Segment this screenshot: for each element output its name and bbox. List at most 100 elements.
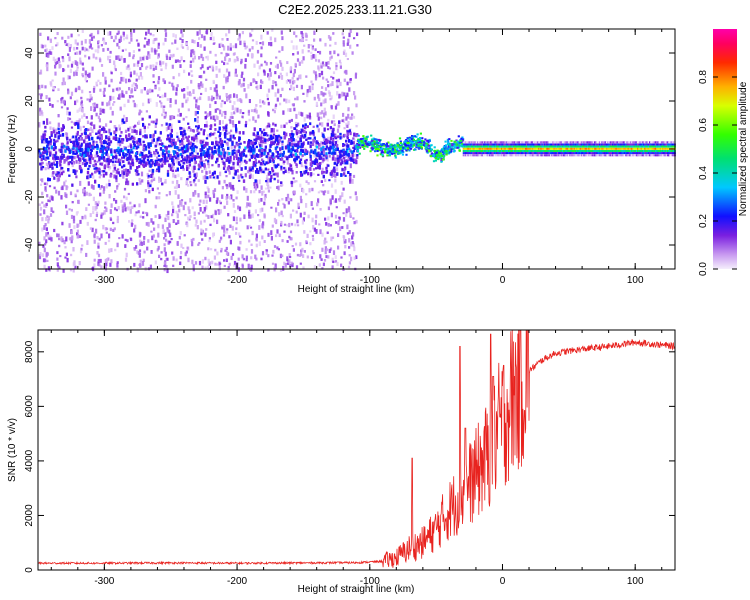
heatmap-cell (107, 55, 110, 61)
heatmap-cell (312, 125, 315, 128)
heatmap-cell (346, 135, 349, 138)
heatmap-cell (160, 257, 163, 261)
heatmap-cell (272, 128, 275, 133)
heatmap-cell (223, 74, 226, 78)
heatmap-cell (159, 131, 162, 135)
heatmap-cell (103, 87, 106, 92)
heatmap-cell (109, 95, 112, 101)
heatmap-cell (130, 88, 134, 93)
heatmap-cell (321, 232, 324, 237)
heatmap-cell (101, 108, 105, 114)
heatmap-cell (348, 246, 351, 249)
heatmap-cell (107, 148, 110, 151)
heatmap-cell (273, 177, 276, 181)
heatmap-cell (348, 139, 351, 143)
heatmap-cell (124, 244, 127, 248)
heatmap-cell (217, 145, 221, 150)
heatmap-cell (265, 155, 268, 158)
heatmap-cell (169, 104, 172, 108)
heatmap-cell (218, 239, 221, 243)
heatmap-cell (89, 160, 92, 165)
heatmap-cell (87, 146, 90, 150)
heatmap-cell (209, 134, 212, 138)
heatmap-cell (51, 46, 54, 50)
heatmap-cell (48, 162, 51, 165)
heatmap-cell (99, 139, 102, 144)
heatmap-cell (186, 86, 189, 90)
heatmap-cell (221, 160, 224, 163)
heatmap-cell (244, 58, 247, 63)
heatmap-cell (187, 206, 190, 211)
heatmap-cell (197, 193, 200, 198)
heatmap-cell (274, 81, 277, 84)
heatmap-cell (313, 161, 316, 165)
heatmap-cell (329, 56, 332, 61)
heatmap-cell (61, 36, 64, 40)
heatmap-cell (287, 79, 290, 82)
heatmap-cell (112, 137, 115, 140)
heatmap-cell (327, 66, 330, 69)
heatmap-cell (225, 231, 228, 234)
heatmap-cell (91, 47, 94, 50)
heatmap-cell (271, 159, 274, 162)
heatmap-cell (335, 66, 338, 71)
heatmap-cell (203, 46, 206, 51)
heatmap-cell (335, 79, 338, 83)
heatmap-cell (319, 208, 322, 211)
heatmap-cell (264, 140, 267, 144)
heatmap-cell (95, 167, 98, 170)
heatmap-cell (50, 133, 53, 137)
heatmap-cell (342, 187, 345, 191)
heatmap-cell (246, 170, 250, 174)
heatmap-cell (197, 97, 200, 101)
heatmap-cell (236, 161, 239, 166)
heatmap-cell (248, 215, 251, 219)
heatmap-cell (241, 115, 244, 118)
heatmap-cell (123, 195, 126, 199)
heatmap-cell (142, 56, 145, 61)
heatmap-cell (177, 173, 180, 178)
heatmap-cell (239, 240, 242, 245)
heatmap-cell (56, 262, 59, 266)
heatmap-cell (205, 56, 208, 59)
heatmap-cell (116, 263, 119, 268)
heatmap-cell (275, 164, 279, 168)
heatmap-cell (206, 154, 209, 158)
heatmap-cell (271, 167, 274, 171)
heatmap-cell (150, 163, 153, 167)
heatmap-cell (238, 120, 241, 124)
heatmap-cell (62, 125, 65, 129)
heatmap-cell (307, 137, 310, 140)
heatmap-cell (53, 142, 56, 146)
heatmap-cell (332, 260, 335, 264)
heatmap-cell (205, 199, 208, 204)
heatmap-cell (233, 137, 236, 140)
heatmap-cell (45, 182, 49, 186)
heatmap-cell (347, 121, 350, 126)
heatmap-cell (60, 146, 63, 149)
heatmap-cell (312, 70, 316, 74)
heatmap-cell (49, 121, 52, 125)
heatmap-cell (244, 45, 247, 50)
heatmap-cell (325, 61, 328, 67)
heatmap-cell (320, 258, 323, 261)
heatmap-cell (295, 265, 299, 269)
heatmap-cell (216, 175, 219, 179)
heatmap-cell (349, 149, 352, 153)
heatmap-cell (88, 165, 91, 168)
heatmap-cell (342, 144, 345, 148)
heatmap-cell (57, 127, 60, 130)
heatmap-cell (325, 139, 328, 144)
heatmap-cell (124, 207, 127, 212)
heatmap-cell (334, 41, 337, 45)
heatmap-cell (301, 220, 304, 225)
heatmap-cell (257, 154, 260, 158)
heatmap-cell (64, 40, 67, 44)
heatmap-cell (290, 147, 293, 152)
heatmap-cell (188, 164, 191, 167)
heatmap-cell (39, 111, 42, 116)
heatmap-cell (229, 134, 232, 138)
heatmap-cell (221, 194, 224, 199)
heatmap-cell (277, 202, 280, 206)
heatmap-cell (320, 156, 323, 160)
